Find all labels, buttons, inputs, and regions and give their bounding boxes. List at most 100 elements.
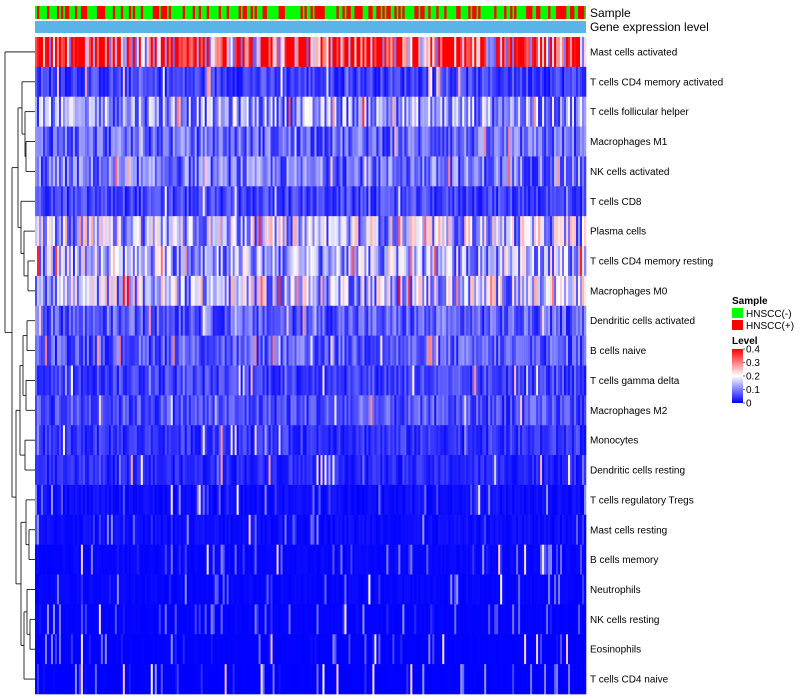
heatmap-cell xyxy=(576,484,579,516)
heatmap-cell xyxy=(482,37,485,68)
heatmap-cell xyxy=(268,305,271,336)
heatmap-cell xyxy=(438,156,441,187)
heatmap-cell xyxy=(450,66,453,98)
heatmap-cell xyxy=(174,514,178,545)
heatmap-cell xyxy=(428,37,431,68)
heatmap-cell xyxy=(142,246,146,277)
heatmap-cell xyxy=(160,156,164,187)
heatmap-cell xyxy=(126,126,130,157)
heatmap-cell xyxy=(208,37,211,68)
heatmap-cell xyxy=(452,66,455,98)
heatmap-cell xyxy=(414,305,417,336)
heatmap-cell xyxy=(230,365,233,396)
heatmap-cell xyxy=(68,186,72,217)
heatmap-cell xyxy=(524,335,527,366)
heatmap-cell xyxy=(188,335,192,366)
heatmap-cell xyxy=(562,305,565,336)
heatmap-cell xyxy=(328,425,331,456)
heatmap-cell xyxy=(80,96,84,127)
heatmap-cell xyxy=(354,425,357,456)
heatmap-cell xyxy=(342,37,345,68)
heatmap-cell xyxy=(188,395,192,426)
heatmap-cell xyxy=(92,216,96,247)
heatmap-cell xyxy=(544,395,547,426)
heatmap-cell xyxy=(64,544,68,575)
heatmap-cell xyxy=(56,305,60,336)
heatmap-cell xyxy=(196,96,200,127)
heatmap-cell xyxy=(90,484,94,516)
heatmap-cell xyxy=(392,305,395,336)
heatmap-cell xyxy=(440,37,443,68)
heatmap-cell xyxy=(258,186,261,217)
heatmap-cell xyxy=(88,246,92,277)
heatmap-cell xyxy=(240,66,243,98)
heatmap-cell xyxy=(462,186,465,217)
heatmap-cell xyxy=(106,514,110,545)
heatmap-cell xyxy=(66,246,70,277)
heatmap-cell xyxy=(318,37,321,68)
heatmap-cell xyxy=(66,484,70,516)
heatmap-cell xyxy=(380,246,383,277)
heatmap-cell xyxy=(128,365,132,396)
heatmap-cell xyxy=(416,216,419,247)
sample-cell-hnscc-positive xyxy=(388,6,391,19)
heatmap-cell xyxy=(204,395,207,426)
heatmap-cell xyxy=(82,96,86,127)
heatmap-cell xyxy=(350,66,353,98)
heatmap-cell xyxy=(170,37,174,68)
heatmap-cell xyxy=(528,335,531,366)
heatmap-cell xyxy=(74,246,78,277)
heatmap-cell xyxy=(362,484,365,516)
heatmap-cell xyxy=(37,275,40,307)
heatmap-cell xyxy=(468,305,471,336)
heatmap-cell xyxy=(168,335,172,366)
heatmap-cell xyxy=(88,66,92,98)
heatmap-cell xyxy=(422,66,425,98)
heatmap-cell xyxy=(414,335,417,366)
heatmap-cell xyxy=(240,544,243,575)
heatmap-cell xyxy=(62,216,66,247)
heatmap-cell xyxy=(372,455,375,486)
heatmap-cell xyxy=(226,484,229,516)
heatmap-cell xyxy=(298,335,301,366)
heatmap-cell xyxy=(258,156,261,187)
heatmap-cell xyxy=(530,186,533,217)
heatmap-cell xyxy=(550,335,553,366)
heatmap-cell xyxy=(456,305,459,336)
heatmap-cell xyxy=(232,37,235,68)
heatmap-cell xyxy=(562,425,565,456)
heatmap-cell xyxy=(208,544,211,575)
heatmap-cell xyxy=(122,365,126,396)
heatmap-cell xyxy=(568,246,571,277)
heatmap-cell xyxy=(474,305,477,336)
heatmap-cell xyxy=(130,335,134,366)
heatmap-cell xyxy=(386,186,389,217)
heatmap-cell xyxy=(416,275,419,307)
heatmap-cell xyxy=(134,395,138,426)
heatmap-cell xyxy=(376,37,379,68)
heatmap-cell xyxy=(270,156,273,187)
heatmap-cell xyxy=(362,246,365,277)
heatmap-cell xyxy=(522,37,525,68)
heatmap-cell xyxy=(490,484,493,516)
heatmap-cell xyxy=(392,186,395,217)
heatmap-cell xyxy=(96,246,100,277)
heatmap-cell xyxy=(156,425,160,456)
heatmap-cell xyxy=(324,216,327,247)
heatmap-cell xyxy=(208,305,211,336)
heatmap-cell xyxy=(120,455,124,486)
heatmap-cell xyxy=(458,216,461,247)
heatmap-cell xyxy=(112,216,116,247)
heatmap-cell xyxy=(526,335,529,366)
heatmap-cell xyxy=(432,216,435,247)
heatmap-cell xyxy=(572,335,575,366)
heatmap-cell xyxy=(220,305,223,336)
heatmap-cell xyxy=(562,335,565,366)
heatmap-cell xyxy=(288,37,291,68)
heatmap-cell xyxy=(266,484,269,516)
heatmap-cell xyxy=(174,275,178,307)
heatmap-cell xyxy=(248,96,251,127)
heatmap-cell xyxy=(58,455,62,486)
sample-cell-hnscc-positive xyxy=(300,6,303,19)
heatmap-cell xyxy=(272,126,275,157)
